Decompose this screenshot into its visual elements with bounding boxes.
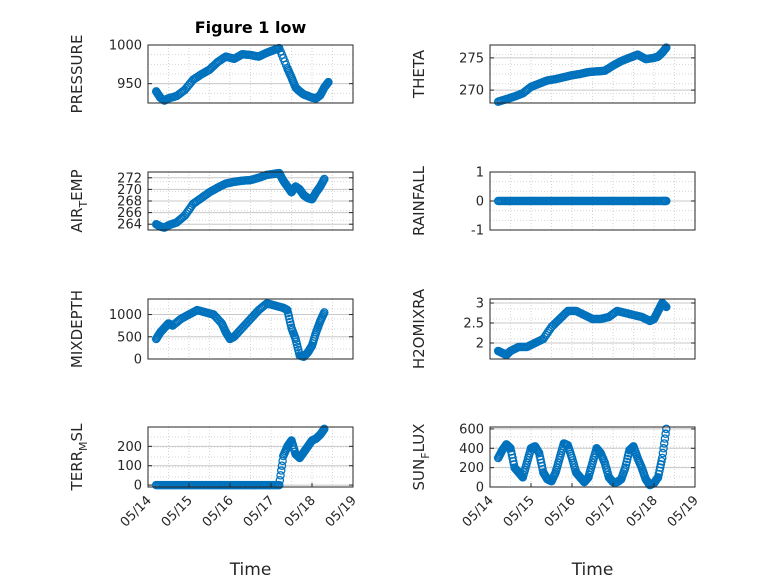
y-axis-label: PRESSURE [68, 35, 86, 114]
y-tick-label: 270 [459, 84, 484, 99]
y-tick-label: 600 [459, 422, 484, 437]
y-tick-label: 200 [117, 440, 142, 455]
panel-2: 270 275 THETA [410, 43, 696, 106]
x-tick-label: 05/17 [583, 493, 620, 530]
y-tick-label: 0 [476, 195, 484, 210]
series [151, 424, 329, 490]
data-point [662, 424, 671, 434]
data-point [320, 424, 329, 434]
data-point [660, 434, 670, 443]
axes-box [147, 44, 354, 104]
y-axis-label: TERRMSL [68, 423, 90, 492]
panel-8: 0 200 400 600 05/14 05/15 05/16 05/17 05/18 05/19… [410, 422, 702, 580]
y-tick-label: 264 [117, 218, 142, 233]
chart-title: Figure 1 low [195, 18, 307, 37]
y-axis-label: MIXDEPTH [68, 290, 86, 368]
y-tick-label: 1000 [109, 39, 142, 54]
y-tick-label: 100 [117, 459, 142, 474]
series [493, 43, 671, 106]
x-tick-label: 05/15 [159, 493, 196, 530]
data-point [274, 480, 284, 490]
data-point [320, 308, 329, 317]
x-tick-label: 05/16 [200, 493, 237, 530]
y-tick-label: 0 [476, 481, 484, 496]
x-axis-label: Time [229, 560, 272, 580]
axes-box [147, 426, 354, 488]
panel-4: -1 0 1 RAINFALL [410, 165, 696, 239]
data-point [662, 302, 671, 312]
data-point [662, 43, 671, 52]
y-tick-label: 950 [117, 77, 142, 92]
panel-5: 0 500 1000 MIXDEPTH [68, 290, 354, 368]
data-point [662, 196, 671, 206]
data-point [660, 439, 669, 448]
axes-box [489, 426, 696, 488]
series [493, 298, 671, 360]
x-tick-label: 05/14 [460, 493, 497, 530]
y-axis-label: AIRTEMP [68, 169, 90, 232]
data-point [657, 456, 666, 466]
panel-6: 2 2.5 3 H2OMIXRA [410, 288, 696, 369]
data-point [275, 475, 285, 485]
x-tick-label: 05/14 [118, 493, 155, 530]
y-tick-label: 266 [117, 206, 142, 221]
data-point [661, 429, 670, 439]
data-point [320, 174, 329, 184]
data-point [277, 461, 287, 470]
x-tick-label: 05/18 [624, 493, 661, 530]
data-point [324, 77, 333, 87]
series [493, 424, 671, 490]
y-tick-label: 400 [459, 442, 484, 457]
axes-box [489, 298, 696, 360]
data-point [276, 471, 285, 480]
series [151, 43, 333, 105]
x-tick-label: 05/16 [542, 493, 579, 530]
series [151, 299, 329, 362]
y-tick-label: 0 [134, 479, 142, 494]
y-tick-label: 3 [476, 297, 484, 312]
axes-box [489, 44, 696, 104]
x-tick-label: 05/15 [501, 493, 538, 530]
y-tick-label: 2 [476, 337, 484, 352]
y-tick-label: 1000 [109, 308, 142, 323]
y-tick-label: 272 [117, 171, 142, 186]
x-axis-label: Time [571, 560, 614, 580]
y-tick-label: 1 [476, 166, 484, 181]
panel-1: 950 1000 PRESSURE Figure 1 low [68, 18, 354, 114]
y-tick-label: -1 [471, 224, 484, 239]
y-tick-label: 270 [117, 183, 142, 198]
series [151, 168, 329, 232]
y-tick-label: 2.5 [463, 317, 484, 332]
x-tick-label: 05/19 [665, 493, 702, 530]
y-tick-label: 275 [459, 51, 484, 66]
axes-box [147, 298, 354, 360]
panel-7: 0 100 200 05/14 05/15 05/16 05/17 05/18 05/19 TER… [68, 423, 360, 580]
y-axis-label: THETA [410, 49, 428, 99]
y-tick-label: 268 [117, 195, 142, 210]
data-point [659, 444, 668, 453]
data-point [658, 448, 668, 458]
x-tick-label: 05/18 [282, 493, 319, 530]
y-tick-label: 0 [134, 353, 142, 368]
y-axis-label: H2OMIXRA [410, 288, 428, 369]
x-tick-label: 05/19 [323, 493, 360, 530]
data-point [657, 453, 667, 463]
y-tick-label: 500 [117, 330, 142, 345]
y-axis-label: RAINFALL [410, 165, 428, 236]
y-tick-label: 200 [459, 461, 484, 476]
series [493, 196, 671, 206]
x-tick-label: 05/17 [241, 493, 278, 530]
data-point [276, 466, 286, 475]
y-axis-label: SUNFLUX [410, 424, 432, 491]
